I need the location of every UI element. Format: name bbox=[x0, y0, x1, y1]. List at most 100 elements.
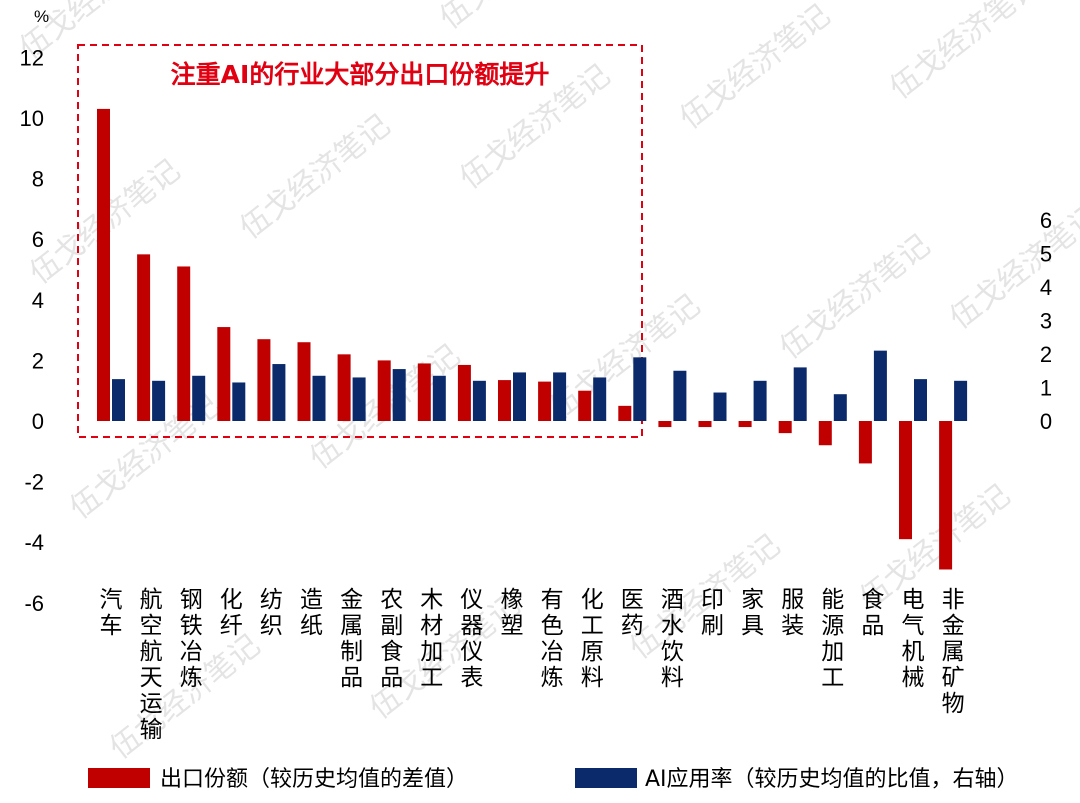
category-label: 航空航天运输 bbox=[140, 587, 163, 743]
category-label: 服装 bbox=[781, 587, 804, 639]
ai-adoption-bar bbox=[232, 382, 246, 421]
ai-adoption-bar bbox=[352, 377, 366, 421]
left-axis-tick-label: 4 bbox=[32, 288, 44, 313]
export-share-bar bbox=[297, 342, 311, 421]
export-share-bar bbox=[498, 380, 511, 421]
right-axis-tick-label: 0 bbox=[1040, 409, 1052, 434]
right-axis-ticks: 6 5 4 3 2 1 0 bbox=[1040, 208, 1052, 434]
category-label: 电气机械 bbox=[902, 587, 925, 691]
export-share-bar bbox=[818, 421, 832, 446]
left-axis-tick-label: -6 bbox=[24, 591, 44, 616]
category-label: 钢铁冶炼 bbox=[180, 587, 203, 691]
export-share-bar bbox=[618, 405, 632, 421]
watermark-text: 伍戈经济笔记 bbox=[233, 108, 396, 246]
right-axis-tick-label: 3 bbox=[1040, 309, 1052, 334]
export-share-bar bbox=[538, 381, 552, 421]
legend-label-export-share: 出口份额（较历史均值的差值） bbox=[160, 767, 468, 792]
bars-layer bbox=[97, 108, 968, 570]
ai-adoption-bar bbox=[914, 379, 927, 421]
category-label: 农副食品 bbox=[380, 587, 403, 691]
ai-adoption-bar bbox=[633, 357, 647, 421]
ai-adoption-bar bbox=[112, 379, 125, 421]
ai-adoption-bar bbox=[553, 372, 567, 421]
right-axis-tick-label: 1 bbox=[1040, 376, 1052, 401]
watermark-text: 伍戈经济笔记 bbox=[943, 198, 1080, 336]
legend: 出口份额（较历史均值的差值） AI应用率（较历史均值的比值，右轴） bbox=[88, 767, 1019, 792]
y-unit-label: % bbox=[34, 7, 49, 26]
left-axis-ticks: 12 10 8 6 4 2 0 -2 -4 -6 bbox=[20, 45, 44, 615]
right-axis-tick-label: 4 bbox=[1040, 275, 1052, 300]
export-share-bar bbox=[377, 360, 391, 421]
left-axis-tick-label: -4 bbox=[24, 530, 44, 555]
export-share-bar bbox=[738, 421, 752, 428]
export-share-bar bbox=[97, 108, 110, 421]
annotation-text: 注重AI的行业大部分出口份额提升 bbox=[171, 60, 550, 89]
ai-adoption-bar bbox=[873, 350, 887, 421]
right-axis-tick-label: 6 bbox=[1040, 208, 1052, 233]
legend-swatch-export-share bbox=[88, 768, 150, 788]
category-label: 非金属矿物 bbox=[942, 587, 965, 717]
export-share-bar bbox=[217, 327, 231, 421]
left-axis-tick-label: 12 bbox=[20, 45, 44, 70]
legend-swatch-ai-adoption bbox=[575, 768, 637, 788]
category-label: 橡塑 bbox=[501, 587, 524, 639]
watermark-text: 伍戈经济笔记 bbox=[673, 0, 836, 136]
legend-label-ai-adoption: AI应用率（较历史均值的比值，右轴） bbox=[645, 767, 1019, 792]
ai-adoption-bar bbox=[954, 380, 968, 421]
ai-adoption-bar bbox=[713, 392, 727, 421]
category-label: 酒水饮料 bbox=[661, 587, 684, 691]
category-label: 能源加工 bbox=[821, 587, 844, 691]
ai-adoption-bar bbox=[793, 367, 807, 421]
ai-adoption-bar bbox=[192, 375, 206, 421]
export-share-bar bbox=[337, 354, 351, 421]
left-axis-tick-label: 2 bbox=[32, 348, 44, 373]
ai-adoption-bar bbox=[472, 380, 486, 421]
ai-adoption-bar bbox=[833, 394, 847, 421]
category-labels: 汽车航空航天运输钢铁冶炼化纤纺织造纸金属制品农副食品木材加工仪器仪表橡塑有色冶炼… bbox=[100, 587, 965, 743]
ai-adoption-bar bbox=[513, 372, 526, 421]
export-share-bar bbox=[778, 421, 792, 434]
category-label: 造纸 bbox=[300, 587, 323, 639]
ai-adoption-bar bbox=[152, 380, 166, 421]
category-label: 有色冶炼 bbox=[541, 587, 564, 691]
ai-adoption-bar bbox=[593, 377, 607, 421]
category-label: 印刷 bbox=[701, 587, 724, 639]
export-share-bar bbox=[578, 390, 592, 421]
export-share-bar bbox=[658, 421, 672, 428]
category-label: 纺织 bbox=[260, 587, 283, 639]
ai-adoption-bar bbox=[312, 375, 326, 421]
left-axis-tick-label: -2 bbox=[24, 470, 44, 495]
category-label: 金属制品 bbox=[340, 587, 363, 691]
export-share-bar bbox=[698, 421, 712, 428]
category-label: 食品 bbox=[861, 587, 884, 639]
category-label: 汽车 bbox=[100, 587, 123, 639]
ai-adoption-bar bbox=[432, 375, 446, 421]
export-share-bar bbox=[939, 421, 953, 570]
left-axis-tick-label: 0 bbox=[32, 409, 44, 434]
left-axis-tick-label: 6 bbox=[32, 227, 44, 252]
export-share-bar bbox=[177, 266, 191, 421]
category-label: 化工原料 bbox=[581, 587, 604, 691]
watermark-text: 伍戈经济笔记 bbox=[433, 0, 596, 36]
ai-adoption-bar bbox=[392, 369, 406, 421]
watermark-text: 伍戈经济笔记 bbox=[773, 228, 936, 366]
export-share-bar bbox=[899, 421, 912, 540]
export-share-bar bbox=[457, 364, 471, 421]
highlight-box bbox=[77, 44, 643, 438]
export-share-bar bbox=[417, 363, 431, 421]
watermark-text: 伍戈经济笔记 bbox=[883, 0, 1046, 106]
category-label: 化纤 bbox=[220, 587, 243, 639]
category-label: 家具 bbox=[741, 587, 764, 639]
ai-adoption-bar bbox=[673, 370, 687, 421]
ai-adoption-bar bbox=[272, 364, 286, 421]
category-label: 仪器仪表 bbox=[460, 587, 483, 691]
left-axis-tick-label: 10 bbox=[20, 106, 44, 131]
right-axis-tick-label: 2 bbox=[1040, 342, 1052, 367]
category-label: 木材加工 bbox=[420, 587, 443, 691]
export-share-bar bbox=[137, 254, 151, 421]
export-share-bar bbox=[858, 421, 872, 464]
left-axis-tick-label: 8 bbox=[32, 167, 44, 192]
right-axis-tick-label: 5 bbox=[1040, 242, 1052, 267]
ai-adoption-bar bbox=[753, 380, 767, 421]
